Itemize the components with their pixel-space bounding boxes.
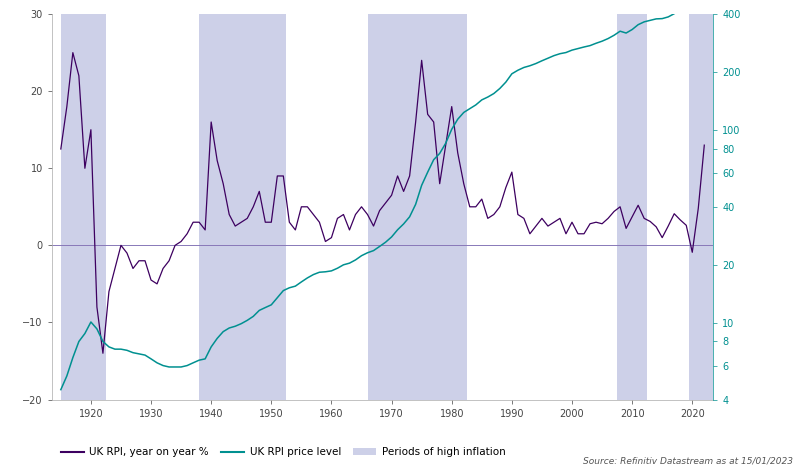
Text: Source: Refinitiv Datastream as at 15/01/2023: Source: Refinitiv Datastream as at 15/01… [583, 456, 793, 465]
Bar [617, 14, 647, 400]
Legend: UK RPI, year on year %, UK RPI price level, Periods of high inflation: UK RPI, year on year %, UK RPI price lev… [57, 443, 509, 462]
Bar [199, 14, 286, 400]
Bar [367, 14, 467, 400]
Bar [61, 14, 106, 400]
Bar [689, 14, 713, 400]
